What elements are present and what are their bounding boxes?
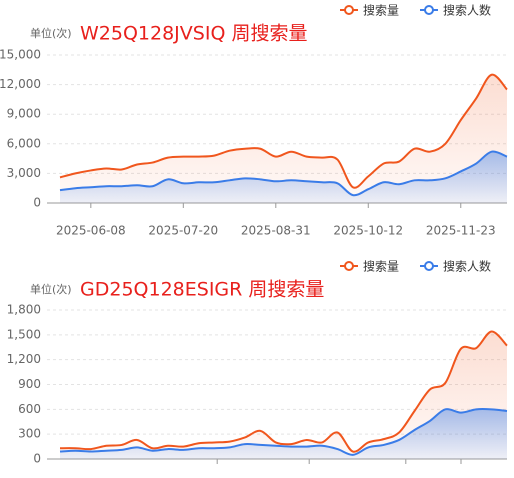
legend-label: 搜索量	[363, 259, 399, 274]
legend-marker	[424, 261, 434, 271]
y-tick-label: 300	[18, 427, 41, 441]
y-tick-label: 900	[18, 377, 41, 391]
legend-marker	[344, 5, 354, 15]
legend-label: 搜索人数	[443, 3, 491, 18]
y-tick-label: 12,000	[0, 77, 41, 91]
x-tick-label: 2025-07-20	[148, 224, 218, 238]
y-tick-label: 6,000	[7, 136, 41, 150]
y-tick-label: 0	[33, 452, 41, 466]
y-tick-label: 1,500	[7, 327, 41, 341]
chart-title: W25Q128JVSIQ 周搜索量	[80, 23, 307, 45]
legend-marker	[424, 5, 434, 15]
line	[59, 150, 508, 197]
chart-title: GD25Q128ESIGR 周搜索量	[80, 279, 324, 301]
legend-marker	[344, 261, 354, 271]
area	[60, 409, 507, 459]
x-tick-label: 2025-06-08	[56, 224, 126, 238]
y-tick-label: 1,200	[7, 352, 41, 366]
line	[59, 330, 508, 453]
y-axis-label: 单位(次)	[30, 26, 72, 40]
y-tick-label: 0	[33, 196, 41, 210]
y-tick-label: 3,000	[7, 166, 41, 180]
x-tick-label: 2025-10-12	[333, 224, 403, 238]
y-axis-label: 单位(次)	[30, 282, 72, 296]
y-tick-label: 600	[18, 402, 41, 416]
area	[60, 151, 507, 203]
x-tick-label: 2025-08-31	[241, 224, 311, 238]
y-tick-label: 1,800	[7, 303, 41, 317]
legend-label: 搜索人数	[443, 259, 491, 274]
legend-label: 搜索量	[363, 3, 399, 18]
line	[59, 408, 508, 456]
y-tick-label: 15,000	[0, 48, 41, 62]
x-tick-label: 2025-11-23	[426, 224, 496, 238]
line	[59, 73, 508, 189]
y-tick-label: 9,000	[7, 107, 41, 121]
area	[60, 74, 507, 203]
